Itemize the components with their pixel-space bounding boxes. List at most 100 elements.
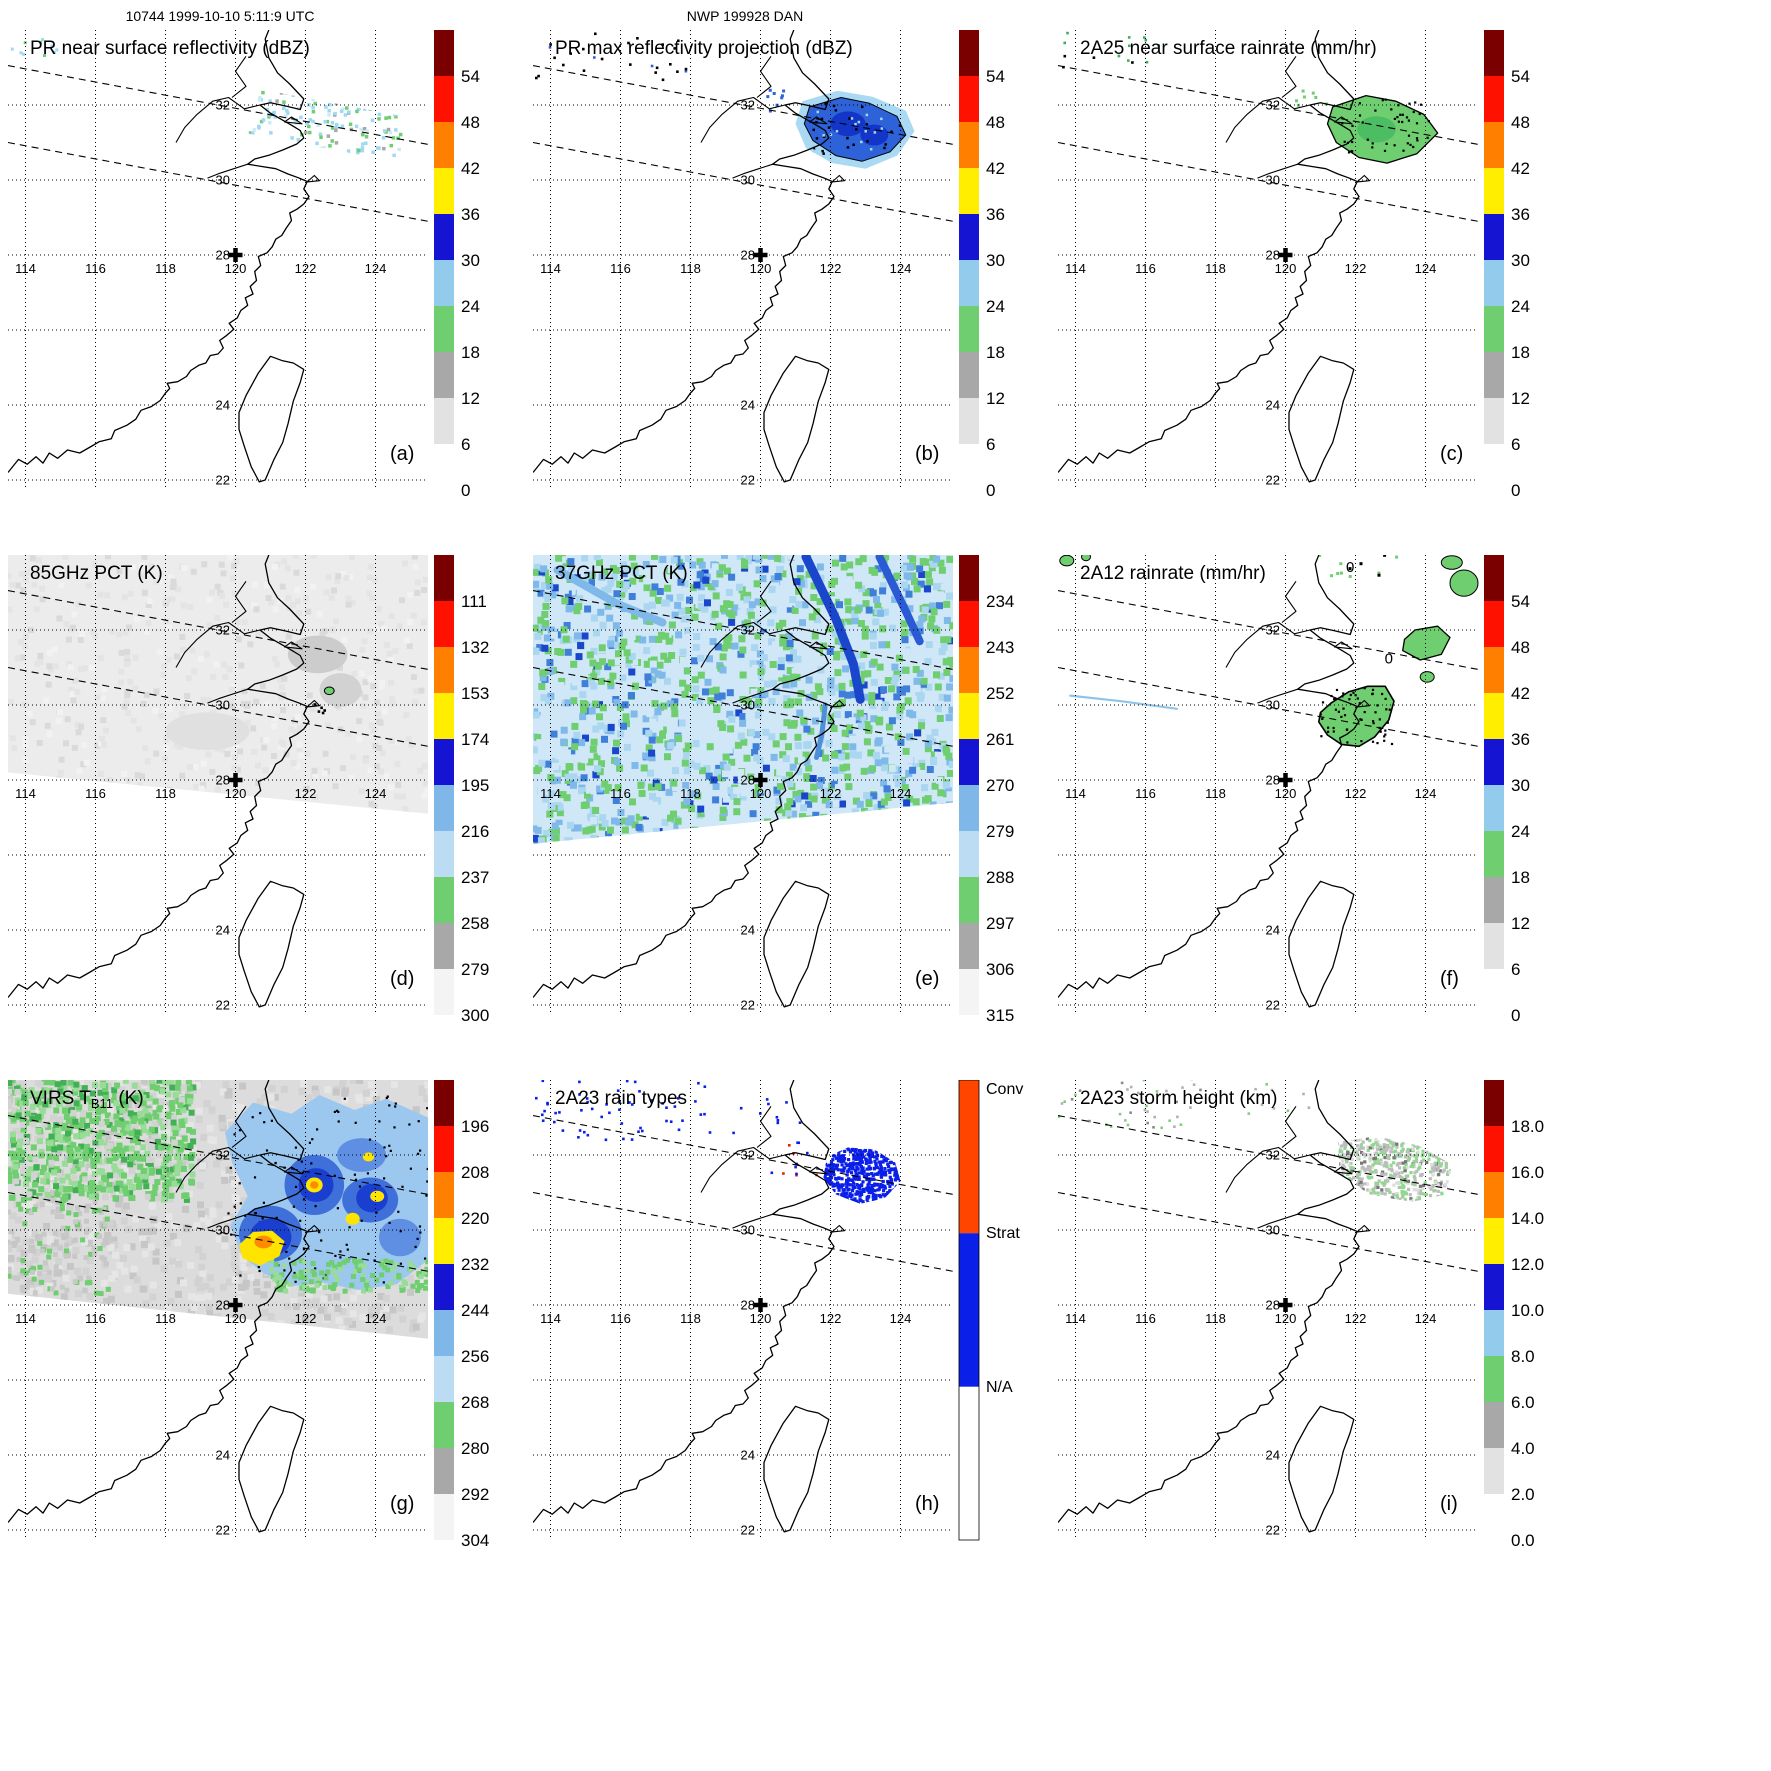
colorbar-tick-label: 195 xyxy=(461,776,489,795)
svg-text:114: 114 xyxy=(15,261,36,276)
panel-a: 114 116 118 120 122 124 32 30 28 24 22 PR near surf… xyxy=(7,29,528,500)
svg-text:118: 118 xyxy=(155,261,176,276)
colorbar-tick-label: 306 xyxy=(986,960,1014,979)
orbit-timestamp-header: 10744 1999-10-10 5:11:9 UTC xyxy=(125,8,315,24)
svg-text:114: 114 xyxy=(1065,261,1086,276)
coastline-layer xyxy=(532,1079,846,1533)
graticule xyxy=(533,30,953,490)
coastline-layer xyxy=(1057,1079,1371,1533)
svg-text:118: 118 xyxy=(1205,261,1226,276)
colorbar-tick-label: 300 xyxy=(461,1006,489,1025)
svg-text:22: 22 xyxy=(1266,473,1280,488)
svg-text:124: 124 xyxy=(365,786,387,801)
svg-text:30: 30 xyxy=(1266,173,1280,188)
colorbar-tick-label: 111 xyxy=(461,592,487,611)
colorbar-tick-label: 24 xyxy=(1511,297,1530,316)
svg-text:30: 30 xyxy=(216,1223,230,1238)
swath-edge-lines xyxy=(532,1115,954,1272)
colorbar-tick-label: 54 xyxy=(986,67,1005,86)
colorbar-tick-label: 2.0 xyxy=(1511,1485,1535,1504)
panel-letter: (h) xyxy=(915,1493,939,1515)
svg-text:124: 124 xyxy=(890,786,912,801)
svg-text:22: 22 xyxy=(216,1523,230,1538)
colorbar-tick-label: 252 xyxy=(986,684,1014,703)
svg-text:28: 28 xyxy=(1266,248,1280,263)
colorbar-tick-label: 232 xyxy=(461,1255,489,1274)
colorbar-tick-label: 234 xyxy=(986,592,1014,611)
panel-title: PR near surface reflectivity (dBZ) xyxy=(30,38,310,59)
colorbar-tick-label: 8.0 xyxy=(1511,1347,1535,1366)
svg-text:118: 118 xyxy=(155,1311,176,1326)
colorbar-tick-label: 36 xyxy=(461,205,480,224)
graticule xyxy=(8,1080,428,1540)
svg-text:120: 120 xyxy=(1275,261,1297,276)
graticule xyxy=(1058,30,1478,490)
panel-b: 114 116 118 120 122 124 32 30 28 24 22 PR max refle… xyxy=(532,29,1053,500)
svg-text:116: 116 xyxy=(85,1311,106,1326)
svg-text:122: 122 xyxy=(1345,261,1367,276)
svg-text:120: 120 xyxy=(750,261,772,276)
colorbar-tick-label: 279 xyxy=(461,960,489,979)
colorbar-tick-label: 208 xyxy=(461,1163,489,1182)
coastline-layer xyxy=(532,554,846,1008)
coastline-layer xyxy=(7,554,321,1008)
tc-center-marker xyxy=(1278,773,1293,787)
tc-center-marker xyxy=(753,1298,768,1312)
colorbar: 304 292 280 268 256 244 232 220 208 196 xyxy=(434,1080,489,1550)
colorbar-tick-label: 18 xyxy=(461,343,480,362)
colorbar-tick-label: 0 xyxy=(1511,481,1520,500)
colorbar-tick-label: 16.0 xyxy=(1511,1163,1544,1182)
colorbar-tick-label: 42 xyxy=(461,159,480,178)
svg-text:120: 120 xyxy=(225,261,247,276)
svg-text:28: 28 xyxy=(741,248,755,263)
panel-letter: (i) xyxy=(1440,1493,1458,1515)
panel-letter: (d) xyxy=(390,968,414,990)
colorbar-tick-label: 256 xyxy=(461,1347,489,1366)
svg-text:22: 22 xyxy=(216,998,230,1013)
svg-text:118: 118 xyxy=(155,786,176,801)
colorbar-tick-label: 12 xyxy=(1511,389,1530,408)
panel-letter: (e) xyxy=(915,968,939,990)
svg-text:30: 30 xyxy=(741,698,755,713)
colorbar-tick-label: 132 xyxy=(461,638,489,657)
svg-text:28: 28 xyxy=(216,773,230,788)
svg-text:114: 114 xyxy=(540,786,561,801)
colorbar-tick-label: 6 xyxy=(461,435,470,454)
panel-title: 37GHz PCT (K) xyxy=(555,563,688,584)
panel-title: PR max reflectivity projection (dBZ) xyxy=(555,38,853,59)
colorbar-tick-label: 42 xyxy=(986,159,1005,178)
colorbar-tick-label: 36 xyxy=(986,205,1005,224)
svg-text:32: 32 xyxy=(1266,98,1280,113)
colorbar: Conv Strat N/A xyxy=(958,1079,1023,1541)
svg-text:114: 114 xyxy=(540,261,561,276)
svg-text:32: 32 xyxy=(216,1148,230,1163)
colorbar-tick-label: 243 xyxy=(986,638,1014,657)
svg-text:118: 118 xyxy=(680,261,701,276)
colorbar-tick-label: 30 xyxy=(1511,251,1530,270)
colorbar-tick-label: 196 xyxy=(461,1117,489,1136)
colorbar: 0 6 12 18 24 30 36 42 48 54 xyxy=(959,30,1005,500)
graticule xyxy=(533,1080,953,1540)
graticule xyxy=(8,30,428,490)
colorbar-tick-label: 42 xyxy=(1511,684,1530,703)
panel-letter: (g) xyxy=(390,1493,414,1515)
colorbar-tick-label: 6 xyxy=(1511,435,1520,454)
coastline-layer xyxy=(1057,29,1371,483)
svg-text:122: 122 xyxy=(295,1311,317,1326)
svg-text:120: 120 xyxy=(750,786,772,801)
panel-letter: (b) xyxy=(915,443,939,465)
tc-center-marker xyxy=(1278,1298,1293,1312)
colorbar-tick-label: 12 xyxy=(986,389,1005,408)
colorbar-tick-label: 30 xyxy=(986,251,1005,270)
svg-text:32: 32 xyxy=(741,623,755,638)
svg-text:30: 30 xyxy=(741,173,755,188)
colorbar: 0 6 12 18 24 30 36 42 48 54 xyxy=(1484,555,1530,1025)
colorbar-tick-label: 14.0 xyxy=(1511,1209,1544,1228)
